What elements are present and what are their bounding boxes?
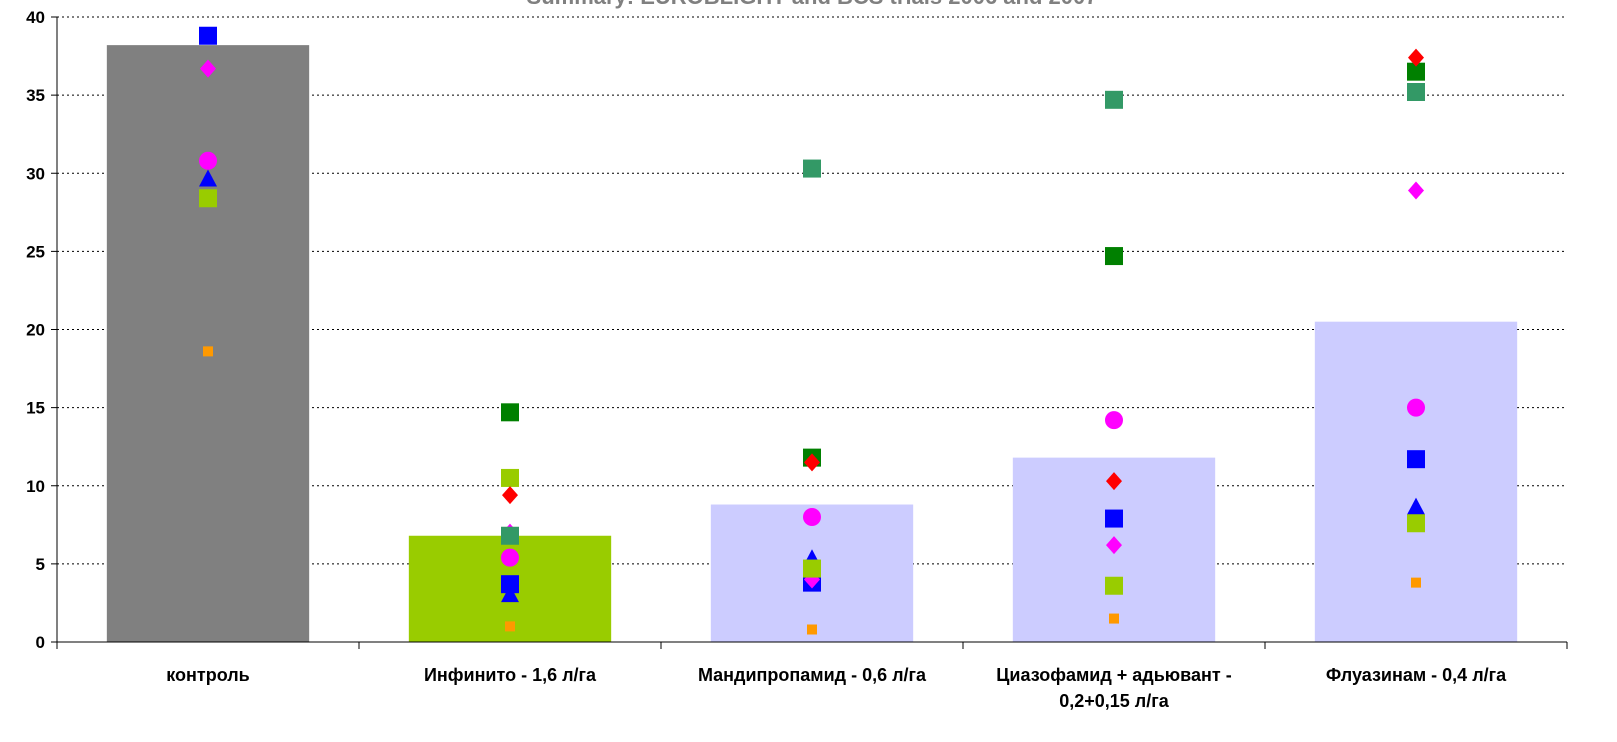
y-tick-label: 15 <box>26 399 45 418</box>
marker <box>1407 83 1425 101</box>
marker <box>505 621 515 632</box>
marker <box>1407 450 1425 469</box>
marker <box>1407 497 1425 515</box>
x-tick-label: Инфинито - 1,6 л/га <box>423 665 597 685</box>
marker <box>1411 577 1421 588</box>
marker <box>501 548 519 567</box>
marker <box>1105 509 1123 528</box>
y-tick-label: 0 <box>36 633 45 652</box>
marker <box>1106 472 1122 491</box>
x-tick-label: контроль <box>166 665 250 685</box>
marker <box>1407 398 1425 417</box>
marker <box>1109 613 1119 624</box>
y-tick-label: 40 <box>26 8 45 27</box>
marker <box>199 189 217 208</box>
marker <box>1408 181 1424 200</box>
bar <box>1314 321 1518 642</box>
x-tick-label: Циазофамид + адьювант - 0,2+0,15 л/га <box>996 665 1232 711</box>
marker <box>501 526 519 545</box>
marker <box>200 59 216 78</box>
marker <box>203 346 213 357</box>
marker <box>1408 48 1424 67</box>
marker <box>803 559 821 578</box>
marker <box>1407 514 1425 533</box>
marker <box>501 575 519 594</box>
marker <box>199 151 217 170</box>
chart-title: Summary: EUROBLIGHT and BCS trials 2006 … <box>527 0 1098 9</box>
marker <box>803 159 821 178</box>
marker <box>1105 576 1123 595</box>
marker <box>1106 536 1122 555</box>
marker <box>1105 411 1123 430</box>
x-tick-label: Флуазинам - 0,4 л/га <box>1325 665 1507 685</box>
y-tick-label: 5 <box>36 555 45 574</box>
marker <box>501 585 519 603</box>
bar <box>106 45 310 642</box>
y-tick-label: 35 <box>26 86 45 105</box>
marker <box>502 486 518 505</box>
marker <box>501 403 519 422</box>
y-tick-label: 25 <box>26 242 45 261</box>
y-tick-label: 10 <box>26 477 45 496</box>
marker <box>1105 90 1123 109</box>
marker <box>199 26 217 45</box>
marker <box>807 624 817 635</box>
marker <box>1407 62 1425 81</box>
marker <box>803 508 821 526</box>
marker <box>199 169 217 187</box>
marker <box>501 468 519 487</box>
y-tick-label: 30 <box>26 164 45 183</box>
x-tick-label: Мандипропамид - 0,6 л/га <box>697 665 927 685</box>
marker <box>1105 247 1123 266</box>
y-tick-label: 20 <box>26 321 45 340</box>
marker <box>804 453 820 472</box>
